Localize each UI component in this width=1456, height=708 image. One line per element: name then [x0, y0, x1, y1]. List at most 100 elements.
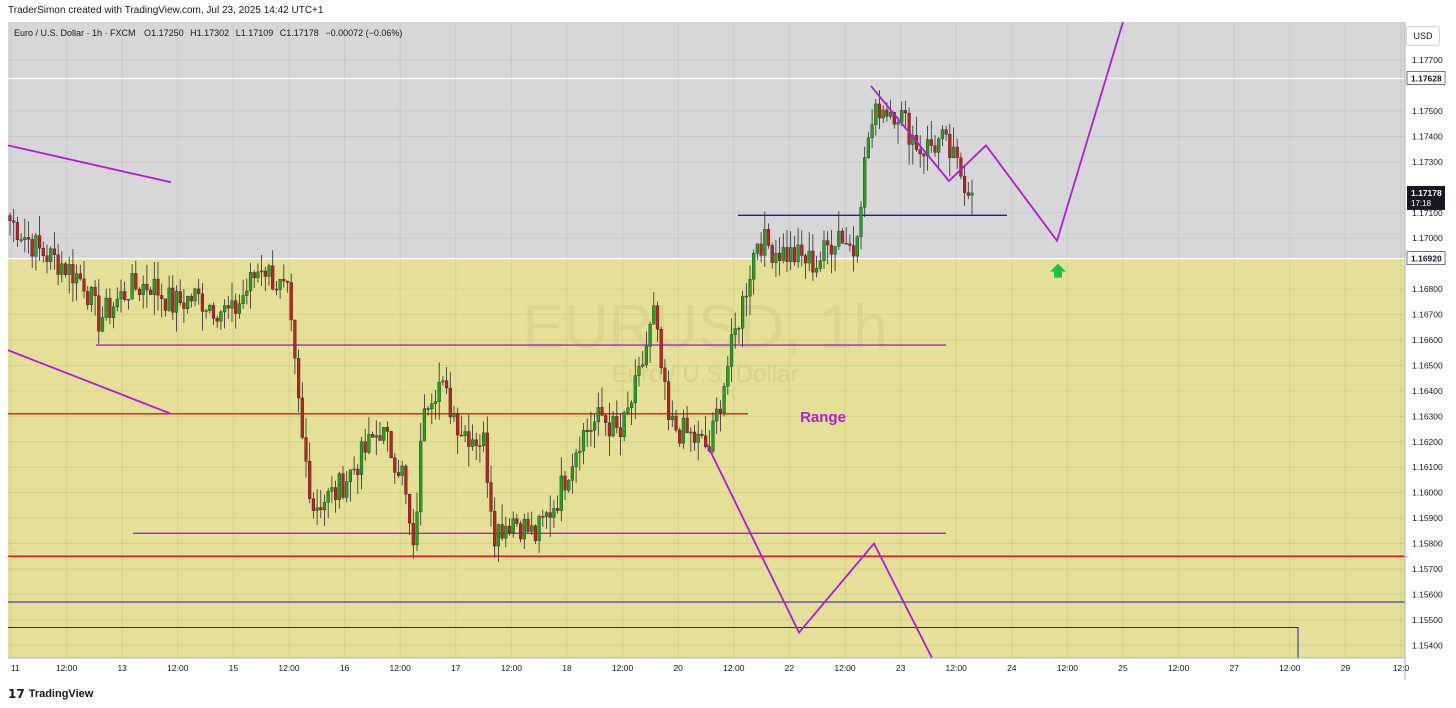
candle	[86, 286, 90, 310]
candle-body-bear	[585, 430, 589, 432]
candle	[430, 393, 434, 425]
time-tick-label: 25	[1118, 663, 1128, 673]
candle-body-bull	[230, 300, 234, 309]
candle	[567, 479, 571, 493]
time-tick-label: 12:00	[1279, 663, 1301, 673]
candle-body-bull	[530, 525, 534, 532]
candle-body-bull	[940, 129, 944, 140]
candle	[315, 489, 319, 525]
candle-body-bull	[115, 298, 119, 308]
tradingview-logo[interactable]: 17 TradingView	[8, 687, 93, 701]
watermark-layer: EURUSD, 1h Euro / U.S. Dollar	[522, 293, 887, 388]
candle-body-bear	[182, 302, 186, 309]
watermark-ticker: EURUSD, 1h	[522, 293, 887, 362]
candle-body-bear	[252, 272, 256, 279]
candle	[45, 244, 49, 274]
candle-body-bear	[692, 431, 697, 443]
candle-body-bull	[774, 252, 778, 263]
candle	[148, 286, 153, 295]
candle	[282, 264, 286, 288]
candle-body-bull	[89, 286, 93, 305]
time-tick-label: 12:00	[167, 663, 189, 673]
candle	[800, 230, 804, 267]
candle	[482, 421, 486, 452]
candle-body-bear	[8, 215, 12, 221]
time-tick-label: 23	[896, 663, 906, 673]
candle-body-bear	[700, 433, 704, 436]
candle-body-bull	[74, 273, 79, 284]
candle-body-bull	[374, 435, 378, 438]
candle	[848, 234, 852, 252]
candle-body-bear	[285, 280, 290, 283]
candle-body-bear	[134, 273, 138, 290]
candle	[815, 255, 819, 278]
upper-gray-zone	[8, 22, 1405, 259]
time-tick-label: 16	[340, 663, 350, 673]
price-tick-label: 1.15400	[1412, 640, 1443, 650]
candle-body-bull	[630, 402, 634, 409]
candle-body-bear	[766, 229, 771, 246]
candle	[778, 237, 782, 276]
candle	[230, 282, 234, 322]
candle	[874, 99, 878, 136]
candle-body-bull	[222, 305, 227, 313]
candle	[12, 208, 16, 243]
candle-body-bear	[271, 265, 275, 290]
currency-button[interactable]: USD	[1406, 26, 1440, 46]
candle	[863, 146, 867, 218]
candle	[248, 263, 253, 309]
candle	[178, 279, 182, 306]
candle-body-bear	[171, 287, 175, 313]
candle-body-bear	[674, 415, 678, 431]
price-label-text: 1.17178	[1411, 188, 1442, 198]
candle-body-bull	[815, 268, 819, 273]
candle-body-bull	[419, 440, 423, 513]
candle	[433, 389, 438, 420]
candle	[374, 420, 378, 456]
candle-body-bull	[322, 502, 327, 511]
candle	[966, 182, 970, 200]
candle	[97, 279, 101, 344]
candle-body-bear	[600, 407, 604, 416]
price-label-countdown: 17:18	[1411, 199, 1432, 208]
candle-body-bear	[45, 255, 49, 262]
candle-body-bear	[500, 524, 504, 539]
candle-body-bear	[137, 288, 142, 295]
candle	[829, 230, 833, 274]
candle-body-bear	[526, 518, 530, 532]
time-axis: 11 12:00 13 12:00 15 12:00 16 12:00 17 12:00 18 12:…	[8, 657, 1410, 673]
candle-body-bear	[785, 247, 789, 262]
candle	[644, 331, 648, 369]
candle	[589, 411, 593, 447]
candle	[237, 294, 241, 319]
candle-body-bear	[160, 295, 164, 299]
candle	[533, 524, 537, 545]
candle-body-bear	[877, 103, 882, 119]
candle-body-bear	[226, 305, 230, 309]
candle	[729, 318, 734, 382]
time-tick-label: 12:00	[834, 663, 856, 673]
candle	[211, 302, 216, 325]
candle-body-bull	[837, 230, 841, 247]
candle	[485, 416, 489, 498]
candle-body-bull	[855, 236, 859, 257]
candle	[641, 351, 645, 369]
candle-body-bull	[174, 291, 179, 313]
candle	[93, 280, 97, 316]
candle-body-bull	[441, 380, 445, 383]
price-label-box	[1406, 71, 1446, 85]
candle-body-bear	[493, 511, 497, 547]
candle	[41, 241, 45, 263]
candle	[500, 504, 504, 541]
candle-body-bull	[330, 487, 334, 492]
candle-body-bear	[667, 381, 671, 421]
candle	[648, 321, 652, 364]
candle-body-bear	[334, 487, 338, 500]
candle-body-bull	[859, 206, 863, 237]
candle-body-bull	[652, 305, 656, 325]
candle	[626, 391, 630, 416]
time-tick-label: 22	[785, 663, 795, 673]
candle-body-bear	[852, 245, 856, 257]
candle-body-bear	[515, 518, 519, 524]
